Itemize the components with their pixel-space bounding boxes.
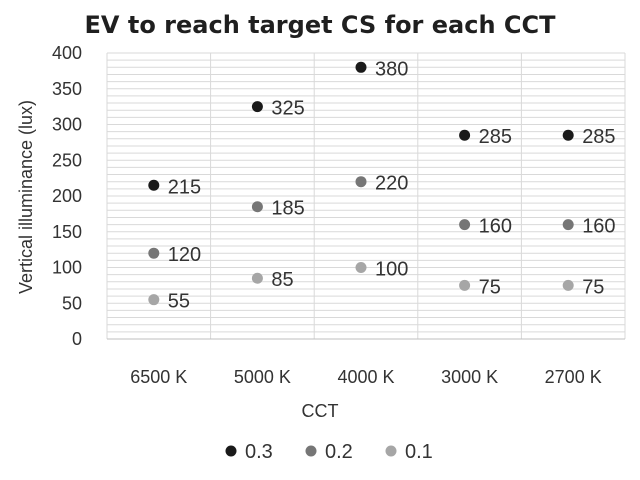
y-tick-label: 400 bbox=[52, 43, 82, 63]
legend-marker bbox=[225, 445, 237, 457]
data-label: 85 bbox=[271, 269, 293, 291]
data-label: 325 bbox=[271, 98, 304, 120]
data-point bbox=[459, 129, 471, 141]
data-label: 285 bbox=[479, 126, 512, 148]
y-tick-label: 50 bbox=[62, 293, 82, 313]
y-tick-label: 200 bbox=[52, 186, 82, 206]
x-tick-label: 2700 K bbox=[545, 367, 602, 387]
y-tick-label: 100 bbox=[52, 258, 82, 278]
legend-marker bbox=[385, 445, 397, 457]
legend-label: 0.2 bbox=[325, 441, 353, 463]
data-point bbox=[148, 247, 160, 259]
x-tick-label: 6500 K bbox=[130, 367, 187, 387]
data-label: 55 bbox=[168, 291, 190, 313]
plot-area: 0 50 100 150 200 250 300 350 400 6500 K 5000 K 4000… bbox=[52, 43, 626, 387]
data-point bbox=[251, 101, 263, 113]
y-tick-label: 250 bbox=[52, 150, 82, 170]
data-point bbox=[459, 279, 471, 291]
x-axis-title: CCT bbox=[302, 401, 339, 421]
chart-title: EV to reach target CS for each CCT bbox=[85, 11, 557, 39]
x-tick-label: 3000 K bbox=[441, 367, 498, 387]
data-point bbox=[355, 176, 367, 188]
y-axis-title: Vertical illuminance (lux) bbox=[16, 100, 36, 294]
data-point bbox=[562, 129, 574, 141]
data-point bbox=[355, 61, 367, 73]
legend-label: 0.1 bbox=[405, 441, 433, 463]
data-label: 75 bbox=[479, 276, 501, 298]
data-point bbox=[562, 219, 574, 231]
data-label: 160 bbox=[479, 216, 512, 238]
data-label: 75 bbox=[582, 276, 604, 298]
data-point bbox=[355, 262, 367, 273]
data-label: 285 bbox=[582, 126, 615, 148]
y-tick-label: 0 bbox=[72, 329, 82, 349]
data-label: 160 bbox=[582, 216, 615, 238]
legend-marker bbox=[305, 445, 317, 457]
data-point bbox=[148, 294, 160, 306]
x-tick-label: 4000 K bbox=[337, 367, 394, 387]
data-point bbox=[251, 201, 263, 213]
y-tick-label: 350 bbox=[52, 79, 82, 99]
data-point bbox=[562, 279, 574, 291]
y-tick-label: 150 bbox=[52, 222, 82, 242]
data-label: 215 bbox=[168, 176, 201, 198]
legend-label: 0.3 bbox=[245, 441, 273, 463]
legend: 0.3 0.2 0.1 bbox=[225, 441, 433, 463]
x-tick-label: 5000 K bbox=[234, 367, 291, 387]
data-label: 380 bbox=[375, 58, 408, 80]
data-label: 185 bbox=[271, 198, 304, 220]
data-point bbox=[459, 219, 471, 231]
data-point bbox=[251, 272, 263, 284]
y-tick-label: 300 bbox=[52, 115, 82, 135]
data-label: 120 bbox=[168, 244, 201, 266]
data-label: 220 bbox=[375, 173, 408, 195]
data-point bbox=[148, 179, 160, 191]
data-label: 100 bbox=[375, 259, 408, 281]
